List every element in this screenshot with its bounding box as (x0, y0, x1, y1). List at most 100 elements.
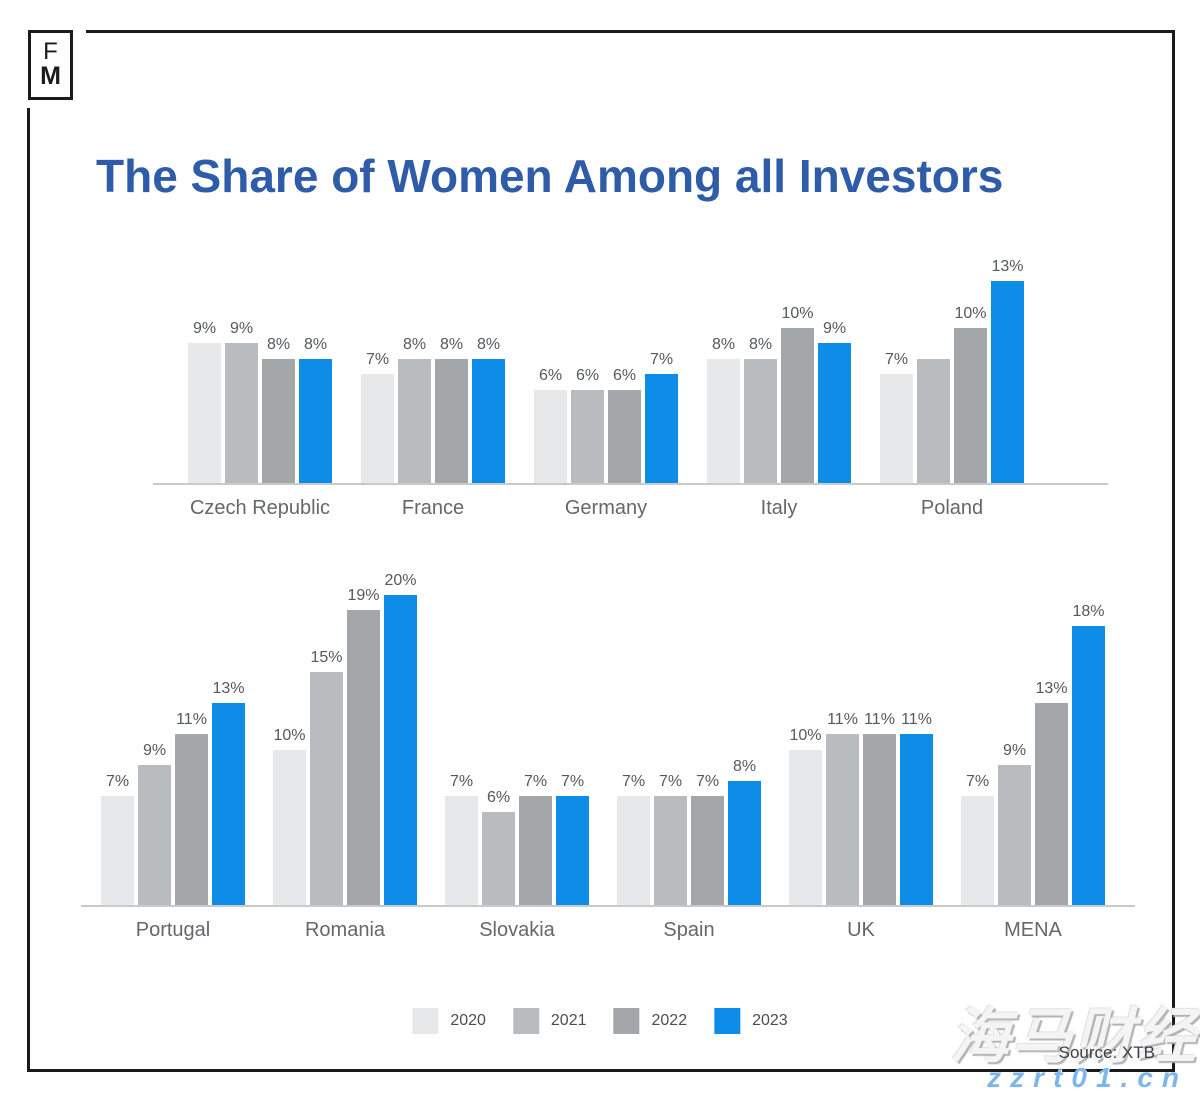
bar-2022 (954, 328, 987, 483)
bar-2023 (645, 374, 678, 483)
bar-wrap-spain-2023: 8% (728, 759, 761, 905)
bar-value-label: 7% (560, 773, 585, 790)
bar-wrap-germany-2020: 6% (534, 368, 567, 483)
legend-swatch-2023 (714, 1008, 741, 1034)
bar-wrap-slovakia-2021: 6% (482, 790, 515, 905)
bar-2021 (744, 359, 777, 483)
category-label: Slovakia (479, 919, 555, 941)
bars-france: 7% 8% 8% 8% (361, 240, 505, 483)
bar-wrap-uk-2020: 10% (789, 728, 822, 905)
axis-baseline-top (153, 483, 1108, 485)
bar-value-label: 11% (901, 711, 932, 728)
bars-slovakia: 7% 6% 7% 7% (445, 560, 589, 905)
bar-value-label: 6% (612, 367, 637, 384)
bar-2023 (900, 734, 933, 905)
bars-uk: 10% 11% 11% 11% (789, 560, 933, 905)
bar-value-label: 8% (303, 336, 328, 353)
bar-wrap-poland-2023: 13% (991, 259, 1024, 483)
legend-swatch-2020 (412, 1008, 439, 1034)
fm-logo: F M (28, 30, 73, 100)
bar-group-italy: 8% 8% 10% 9% Italy (707, 240, 851, 520)
watermark-chinese: 海马财经 (950, 1003, 1198, 1070)
legend-label: 2022 (651, 1012, 688, 1029)
bar-wrap-poland-2020: 7% (880, 352, 913, 483)
bar-2023 (556, 796, 589, 905)
bar-2020 (445, 796, 478, 905)
bar-value-label: 8% (711, 336, 736, 353)
bar-group-mena: 7% 9% 13% 18% MENA (961, 560, 1105, 942)
bar-wrap-uk-2023: 11% (900, 712, 933, 905)
bar-value-label: 10% (781, 305, 814, 322)
legend-label: 2021 (550, 1012, 587, 1029)
bar-value-label: 9% (822, 320, 847, 337)
bar-2023 (384, 595, 417, 905)
bar-value-label: 20% (384, 572, 417, 589)
bars-poland: 7% 10% 13% (880, 240, 1024, 483)
bar-group-spain: 7% 7% 7% 8% Spain (617, 560, 761, 942)
bar-value-label: 13% (991, 258, 1024, 275)
bars-mena: 7% 9% 13% 18% (961, 560, 1105, 905)
bar-wrap-spain-2020: 7% (617, 774, 650, 905)
bar-value-label: 8% (476, 336, 501, 353)
bar-value-label: 8% (732, 758, 757, 775)
bar-wrap-france-2020: 7% (361, 352, 394, 483)
bar-value-label: 19% (347, 587, 380, 604)
bar-wrap-slovakia-2023: 7% (556, 774, 589, 905)
bar-value-label: 9% (192, 320, 217, 337)
legend-item-2022: 2022 (613, 1008, 688, 1034)
bar-wrap-mena-2022: 13% (1035, 681, 1068, 905)
bar-wrap-mena-2021: 9% (998, 743, 1031, 905)
bar-2021 (225, 343, 258, 483)
bar-value-label: 7% (884, 351, 909, 368)
bar-value-label: 6% (486, 789, 511, 806)
bar-2020 (188, 343, 221, 483)
bar-wrap-czech-republic-2021: 9% (225, 321, 258, 483)
bar-2022 (781, 328, 814, 483)
bar-wrap-germany-2021: 6% (571, 368, 604, 483)
bar-wrap-romania-2023: 20% (384, 573, 417, 905)
bar-value-label: 7% (105, 773, 130, 790)
bar-value-label: 11% (176, 711, 207, 728)
bar-wrap-mena-2020: 7% (961, 774, 994, 905)
category-label: MENA (1004, 919, 1062, 941)
bar-2023 (472, 359, 505, 483)
bar-value-label: 7% (658, 773, 683, 790)
bars-romania: 10% 15% 19% 20% (273, 560, 417, 905)
bar-2021 (138, 765, 171, 905)
bar-wrap-slovakia-2022: 7% (519, 774, 552, 905)
bar-2023 (212, 703, 245, 905)
bar-group-czech-republic: 9% 9% 8% 8% Czech Republic (188, 240, 332, 520)
bar-value-label: 6% (575, 367, 600, 384)
bar-2023 (1072, 626, 1105, 905)
bar-2022 (691, 796, 724, 905)
bar-2022 (262, 359, 295, 483)
bar-2022 (347, 610, 380, 905)
bar-value-label: 7% (621, 773, 646, 790)
bar-value-label: 7% (649, 351, 674, 368)
bar-wrap-romania-2020: 10% (273, 728, 306, 905)
category-label: Spain (663, 919, 715, 941)
fm-logo-letter-f: F (43, 38, 58, 66)
bar-wrap-france-2023: 8% (472, 337, 505, 483)
category-label: Portugal (135, 919, 211, 941)
bar-wrap-italy-2023: 9% (818, 321, 851, 483)
bar-value-label: 7% (523, 773, 548, 790)
bar-group-poland: 7% 10% 13% Poland (880, 240, 1024, 520)
bar-group-france: 7% 8% 8% 8% France (361, 240, 505, 520)
chart-title: The Share of Women Among all Investors (96, 150, 1004, 202)
bar-group-slovakia: 7% 6% 7% 7% Slovakia (445, 560, 589, 942)
bar-wrap-czech-republic-2022: 8% (262, 337, 295, 483)
bar-value-label: 6% (538, 367, 563, 384)
bar-value-label: 13% (212, 680, 245, 697)
bar-2021 (571, 390, 604, 483)
bar-value-label: 7% (695, 773, 720, 790)
bar-group-portugal: 7% 9% 11% 13% Portugal (101, 560, 245, 942)
bar-wrap-portugal-2020: 7% (101, 774, 134, 905)
bar-2021 (654, 796, 687, 905)
legend-label: 2020 (450, 1012, 486, 1029)
bar-wrap-slovakia-2020: 7% (445, 774, 478, 905)
bars-italy: 8% 8% 10% 9% (707, 240, 851, 483)
category-label: Romania (304, 919, 386, 941)
bar-value-label: 8% (748, 336, 773, 353)
